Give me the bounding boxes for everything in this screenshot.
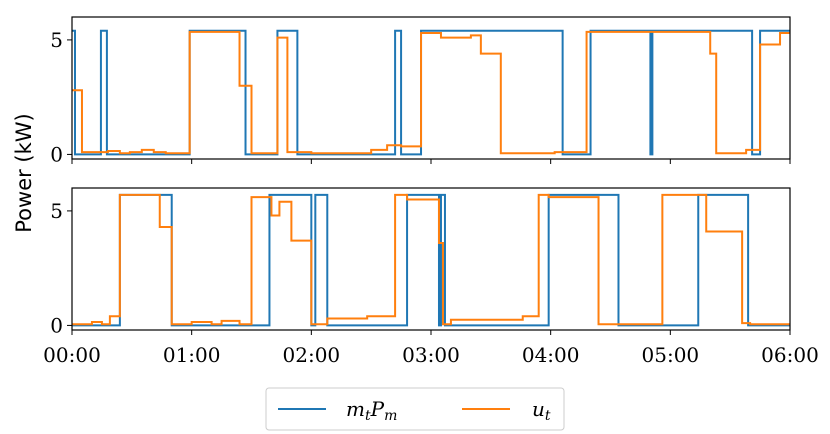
panel-0-series-ut-line [72,30,790,155]
x-tick-label-6: 06:00 [761,343,819,367]
x-tick-label-1: 01:00 [163,343,221,367]
top-panel-frame [71,16,791,160]
bottom-panel: 05 [50,187,791,337]
panel-0-series-mtpm-line [72,29,790,156]
legend-box [265,387,565,431]
panel-1-y-tick-label-1: 5 [50,199,63,223]
panel-1-series-ut-line [72,193,790,326]
legend-label-ut-main: u [532,397,545,421]
legend-label-mtpm-main: m [346,397,365,421]
panel-0-y-tick-label-0: 0 [50,142,63,166]
top-panel: 05 [50,16,791,166]
x-tick-label-5: 05:00 [642,343,700,367]
x-tick-label-0: 00:00 [43,343,101,367]
top-panel-series [72,29,790,156]
panel-0-y-tick-label-1: 5 [50,28,63,52]
panel-1-y-tick-label-0: 0 [50,313,63,337]
x-tick-label-3: 03:00 [402,343,460,367]
legend-label-mtpm-sub2: m [384,408,397,424]
legend-label-mtpm-sub: t [365,408,371,424]
top-panel-axes: 05 [50,28,791,166]
legend-label-ut: ut [532,397,551,424]
x-tick-label-4: 04:00 [522,343,580,367]
bottom-panel-frame [71,187,791,331]
y-axis-label: Power (kW) [12,113,36,232]
bottom-panel-series [72,193,790,327]
panel-1-series-mtpm-line [72,193,790,327]
x-tick-labels: 00:00 01:00 02:00 03:00 04:00 05:00 06:00 [43,343,819,367]
bottom-panel-axes: 05 [50,199,791,337]
legend-label-mtpm: mtPm [346,397,397,424]
legend: mtPm ut [265,387,565,431]
legend-label-ut-sub: t [545,408,551,424]
legend-label-mtpm-main2: P [370,397,385,421]
x-tick-label-2: 02:00 [283,343,341,367]
